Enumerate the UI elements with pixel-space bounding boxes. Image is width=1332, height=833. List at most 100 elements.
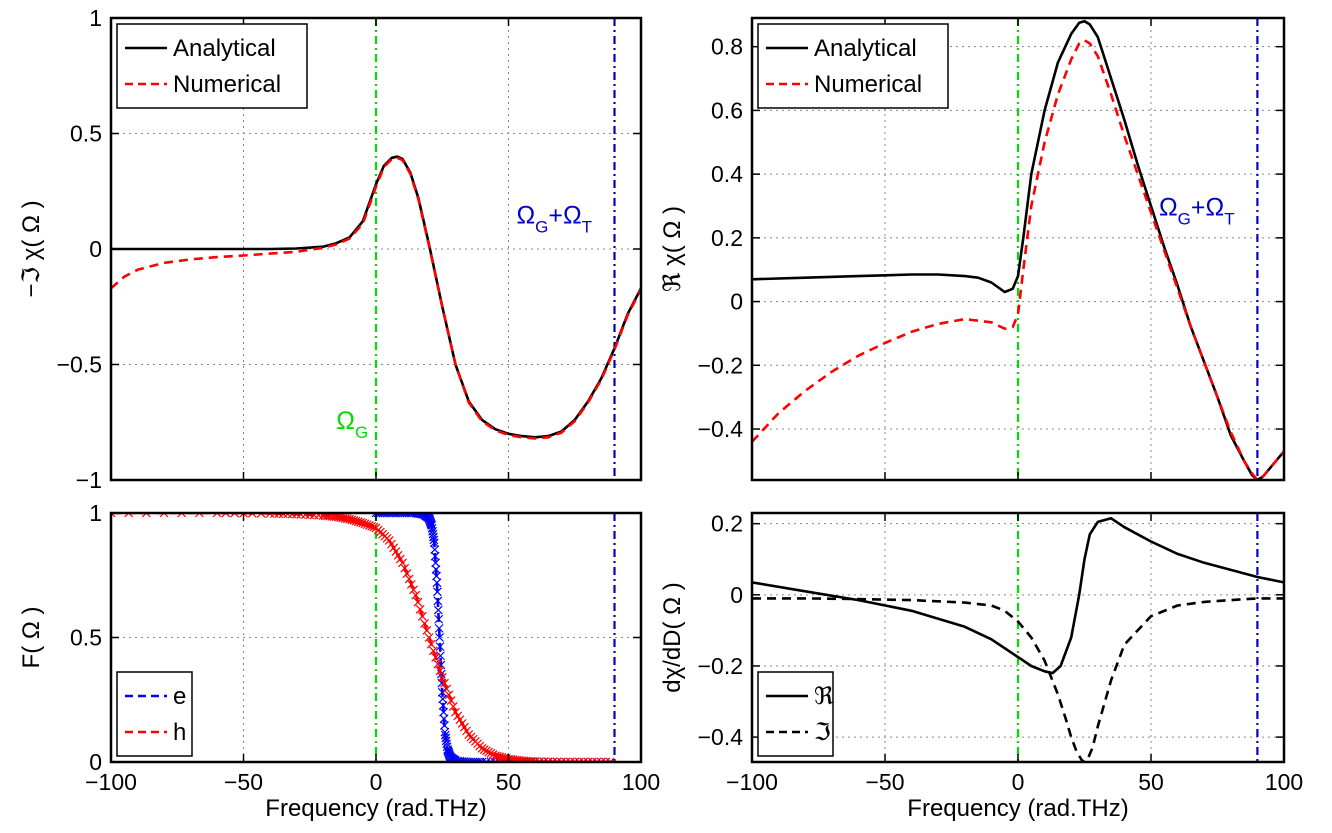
x-tick-label: −50 xyxy=(224,769,263,795)
y-tick-label: 1 xyxy=(89,500,102,526)
y-tick-label: 0.4 xyxy=(711,161,743,187)
legend-box xyxy=(757,671,834,757)
legend-label: Analytical xyxy=(173,35,276,62)
annotation-omega: Ω xyxy=(336,407,355,435)
marker-h xyxy=(587,757,597,762)
x-tick-label: 0 xyxy=(370,769,383,795)
panel-bottom-right: −100 −50 0 50 100 −0.4 −0.2 0 0.2 Frequency (rad.… xyxy=(659,511,1303,822)
panel-top-right: ΩG+ΩT −0.4 −0.2 0 0.2 0.4 0.6 0.8 ℜ χ( Ω ) Analyt… xyxy=(659,16,1286,482)
marker-h xyxy=(124,513,134,518)
annotation: ΩG+ΩT xyxy=(516,202,592,237)
annotation-omega: Ω xyxy=(516,202,535,230)
marker-e xyxy=(486,757,496,762)
y-tick-label: 0.5 xyxy=(70,625,102,651)
marker-e xyxy=(436,651,445,661)
marker-h xyxy=(448,701,458,711)
marker-e xyxy=(393,513,403,518)
y-tick-label: 1 xyxy=(89,5,102,31)
series-line-ℜ xyxy=(752,517,1284,675)
x-axis-label: Frequency (rad.THz) xyxy=(907,795,1128,822)
y-tick-label: 0.6 xyxy=(711,97,743,123)
x-tick-label: 0 xyxy=(1012,769,1025,795)
y-tick-label: −0.4 xyxy=(698,416,744,442)
legend-label: ℜ xyxy=(814,683,834,710)
marker-e xyxy=(468,757,478,762)
marker-e xyxy=(439,707,448,717)
marker-h xyxy=(592,757,602,762)
y-tick-label: −0.2 xyxy=(698,352,743,378)
marker-h xyxy=(428,646,438,656)
series-group xyxy=(752,19,1284,480)
marker-e xyxy=(375,513,385,518)
y-tick-label: 0 xyxy=(89,236,102,262)
marker-e xyxy=(371,513,381,518)
annotation-plus: +Ω xyxy=(1191,194,1224,222)
legend: Analytical Numerical xyxy=(116,23,308,109)
legend-box xyxy=(757,23,949,109)
annotation-sub2: T xyxy=(582,218,592,237)
x-tick-label: 100 xyxy=(622,769,660,795)
marker-e xyxy=(389,513,399,518)
marker-e xyxy=(464,757,474,762)
annotation: ΩG xyxy=(336,407,368,442)
marker-e xyxy=(432,578,442,588)
y-tick-label: 0 xyxy=(730,289,743,315)
legend-label: Numerical xyxy=(173,71,281,98)
marker-e xyxy=(481,757,491,762)
marker-e xyxy=(384,513,394,518)
marker-e xyxy=(475,757,485,762)
marker-h xyxy=(596,757,606,762)
series-line-Numerical xyxy=(111,156,641,440)
legend-label: Analytical xyxy=(814,35,917,62)
marker-e xyxy=(404,513,414,518)
marker-h xyxy=(442,684,452,694)
y-tick-label: −1 xyxy=(76,467,102,493)
marker-e xyxy=(470,757,480,762)
legend-label: ℑ xyxy=(814,719,831,746)
marker-h xyxy=(111,513,116,518)
marker-h xyxy=(212,513,222,518)
y-tick-label: −0.4 xyxy=(698,724,744,750)
marker-h xyxy=(601,757,611,762)
marker-e xyxy=(473,757,483,762)
marker-h xyxy=(404,574,414,584)
annotation-sub: G xyxy=(535,218,548,237)
marker-h xyxy=(605,757,615,762)
marker-e xyxy=(398,513,407,518)
marker-h xyxy=(583,757,593,762)
legend: Analytical Numerical xyxy=(757,23,949,109)
y-axis-label: −ℑ χ( Ω ) xyxy=(18,200,45,297)
x-tick-label: −50 xyxy=(865,769,904,795)
series-group xyxy=(752,517,1284,762)
x-tick-label: 50 xyxy=(496,769,522,795)
annotation-omega: Ω xyxy=(1159,194,1178,222)
marker-e xyxy=(400,513,410,518)
y-tick-label: −0.5 xyxy=(57,352,102,378)
marker-h xyxy=(194,513,204,518)
marker-e xyxy=(382,513,392,518)
marker-e xyxy=(378,513,388,518)
marker-h xyxy=(433,659,443,669)
x-tick-label: −100 xyxy=(726,769,778,795)
y-tick-label: 0.8 xyxy=(711,34,743,60)
legend-label: h xyxy=(173,719,186,746)
y-axis-label: dχ/dD( Ω ) xyxy=(659,582,686,693)
x-axis-label: Frequency (rad.THz) xyxy=(265,795,486,822)
marker-h xyxy=(177,513,187,518)
marker-h xyxy=(141,513,151,518)
annotation-sub: G xyxy=(1178,210,1191,229)
y-tick-label: −0.2 xyxy=(698,653,743,679)
y-tick-label: 0.2 xyxy=(711,511,743,537)
legend-box xyxy=(116,23,308,109)
marker-e xyxy=(466,757,476,762)
marker-h xyxy=(369,522,379,532)
marker-e xyxy=(380,513,390,518)
annotation: ΩG+ΩT xyxy=(1159,194,1235,229)
marker-e xyxy=(433,605,443,615)
legend: ℜℑ xyxy=(757,671,834,757)
series-line-Numerical xyxy=(752,39,1284,480)
marker-h xyxy=(437,672,447,682)
marker-h xyxy=(409,585,418,595)
